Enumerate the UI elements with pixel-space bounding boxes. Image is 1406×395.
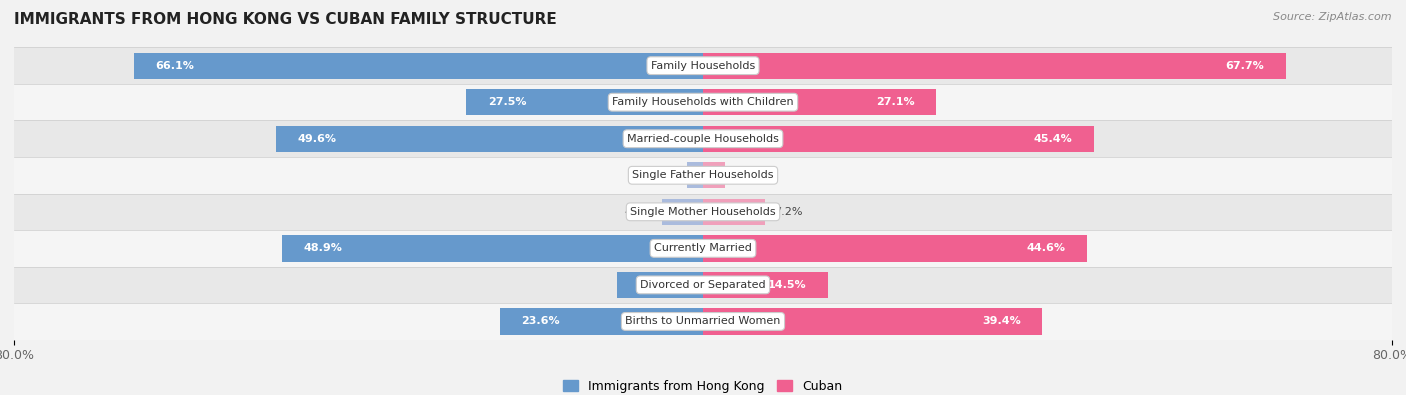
Text: 27.5%: 27.5% <box>488 97 526 107</box>
Bar <box>662 199 703 225</box>
Bar <box>703 308 1042 335</box>
Bar <box>617 272 703 298</box>
Text: 2.6%: 2.6% <box>734 170 762 180</box>
Bar <box>688 162 703 188</box>
Text: Family Households: Family Households <box>651 61 755 71</box>
Text: 7.2%: 7.2% <box>773 207 801 217</box>
Text: Single Father Households: Single Father Households <box>633 170 773 180</box>
Text: 49.6%: 49.6% <box>298 134 336 144</box>
Text: 23.6%: 23.6% <box>522 316 560 326</box>
Text: Single Mother Households: Single Mother Households <box>630 207 776 217</box>
Text: 27.1%: 27.1% <box>876 97 915 107</box>
Bar <box>467 89 703 115</box>
Text: 44.6%: 44.6% <box>1026 243 1066 253</box>
Bar <box>703 126 1094 152</box>
Text: Divorced or Separated: Divorced or Separated <box>640 280 766 290</box>
Bar <box>703 53 1286 79</box>
Text: 48.9%: 48.9% <box>304 243 342 253</box>
Text: 66.1%: 66.1% <box>155 61 194 71</box>
Bar <box>276 126 703 152</box>
Legend: Immigrants from Hong Kong, Cuban: Immigrants from Hong Kong, Cuban <box>558 375 848 395</box>
Text: 14.5%: 14.5% <box>768 280 807 290</box>
Text: Married-couple Households: Married-couple Households <box>627 134 779 144</box>
Text: 1.8%: 1.8% <box>651 170 679 180</box>
Bar <box>703 89 936 115</box>
Text: 10.0%: 10.0% <box>638 280 676 290</box>
Text: 45.4%: 45.4% <box>1033 134 1073 144</box>
Text: 67.7%: 67.7% <box>1226 61 1264 71</box>
Bar <box>14 267 1392 303</box>
Text: Births to Unmarried Women: Births to Unmarried Women <box>626 316 780 326</box>
Bar <box>14 84 1392 120</box>
Bar <box>499 308 703 335</box>
Bar <box>14 194 1392 230</box>
Text: Currently Married: Currently Married <box>654 243 752 253</box>
Bar <box>14 47 1392 84</box>
Text: Family Households with Children: Family Households with Children <box>612 97 794 107</box>
Bar <box>703 162 725 188</box>
Text: Source: ZipAtlas.com: Source: ZipAtlas.com <box>1274 12 1392 22</box>
Text: IMMIGRANTS FROM HONG KONG VS CUBAN FAMILY STRUCTURE: IMMIGRANTS FROM HONG KONG VS CUBAN FAMIL… <box>14 12 557 27</box>
Bar <box>134 53 703 79</box>
Bar <box>703 272 828 298</box>
Text: 39.4%: 39.4% <box>981 316 1021 326</box>
Bar <box>14 230 1392 267</box>
Text: 4.8%: 4.8% <box>624 207 652 217</box>
Bar <box>703 199 765 225</box>
Bar <box>281 235 703 261</box>
Bar <box>14 157 1392 194</box>
Bar <box>14 303 1392 340</box>
Bar <box>703 235 1087 261</box>
Bar <box>14 120 1392 157</box>
